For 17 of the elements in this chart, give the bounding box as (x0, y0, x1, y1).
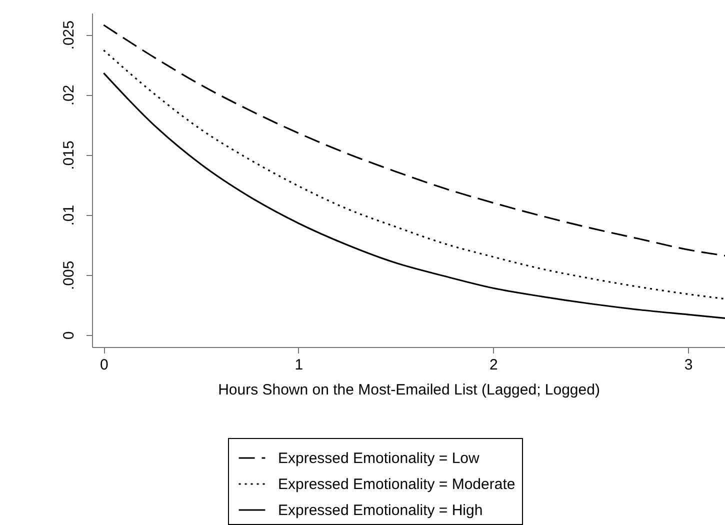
line-series (102, 49, 725, 300)
y-tick-label: .015 (60, 140, 78, 170)
legend-label: Expressed Emotionality = High (278, 502, 483, 519)
y-tick-label: .01 (60, 204, 78, 226)
y-tick-label: .005 (60, 260, 78, 290)
line-series (102, 72, 725, 319)
x-tick-label: 1 (294, 356, 304, 374)
y-tick-label: .02 (60, 84, 78, 106)
line-series (102, 24, 725, 256)
y-tick-label: 0 (60, 331, 78, 340)
x-tick-label: 0 (100, 356, 108, 374)
x-tick-label: 3 (684, 356, 693, 374)
legend-label: Expressed Emotionality = Moderate (278, 476, 516, 493)
y-tick-label: .025 (60, 20, 78, 50)
legend-label: Expressed Emotionality = Low (278, 450, 480, 467)
x-axis-title: Hours Shown on the Most-Emailed List (Lagged; Logged) (218, 382, 600, 398)
x-tick-label: 2 (490, 356, 498, 374)
